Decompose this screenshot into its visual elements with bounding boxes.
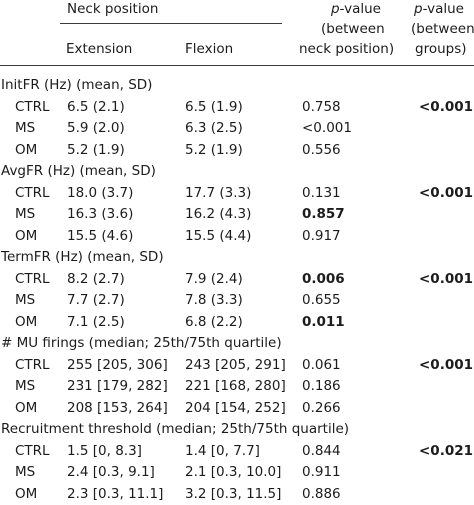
extension-value: 16.3 (3.6) — [67, 206, 134, 222]
extension-value: 7.1 (2.5) — [67, 313, 125, 330]
flexion-value: 204 [154, 252] — [185, 399, 286, 416]
p-value-neck: 0.758 — [302, 98, 341, 115]
flexion-value: 243 [205, 291] — [185, 356, 286, 373]
section-title: AvgFR (Hz) (mean, SD) — [1, 163, 156, 179]
p-value-groups: <0.001 — [419, 98, 474, 115]
neck-position-header: Neck position — [67, 1, 159, 17]
extension-value: 208 [153, 264] — [67, 399, 168, 416]
flexion-value: 7.8 (3.3) — [185, 292, 243, 308]
group-label: OM — [15, 227, 38, 244]
p-value-neck: 0.006 — [302, 270, 345, 287]
p-value-neck: 0.061 — [302, 356, 341, 373]
group-label: MS — [15, 120, 36, 136]
section-title: TermFR (Hz) (mean, SD) — [1, 249, 164, 265]
flexion-value: 6.3 (2.5) — [185, 120, 243, 136]
p-value-neck: 0.917 — [302, 227, 341, 244]
extension-header: Extension — [66, 41, 133, 57]
p-value-neck: 0.857 — [302, 206, 345, 222]
extension-value: 6.5 (2.1) — [67, 98, 125, 115]
group-label: CTRL — [15, 270, 50, 287]
extension-value: 2.4 [0.3, 9.1] — [67, 464, 155, 480]
extension-value: 2.3 [0.3, 11.1] — [67, 485, 164, 502]
p-value-neck: 0.556 — [302, 141, 341, 158]
flexion-value: 3.2 [0.3, 11.5] — [185, 485, 282, 502]
p-value-neck-header: p-value — [331, 1, 381, 17]
flexion-value: 15.5 (4.4) — [185, 227, 252, 244]
p-value-groups-header-line3: groups) — [415, 41, 467, 57]
group-label: OM — [15, 313, 38, 330]
group-label: CTRL — [15, 356, 50, 373]
extension-value: 231 [179, 282] — [67, 378, 168, 394]
p-value-neck-header-line3: neck position) — [299, 41, 395, 57]
extension-value: 7.7 (2.7) — [67, 292, 125, 308]
group-label: OM — [15, 485, 38, 502]
p-value-neck: 0.911 — [302, 464, 341, 480]
flexion-value: 7.9 (2.4) — [185, 270, 243, 287]
p-value-groups: <0.001 — [419, 184, 474, 201]
section-title: InitFR (Hz) (mean, SD) — [1, 77, 153, 93]
extension-value: 1.5 [0, 8.3] — [67, 442, 142, 459]
p-value-groups: <0.021 — [419, 442, 474, 459]
extension-value: 15.5 (4.6) — [67, 227, 134, 244]
p-value-neck: 0.186 — [302, 378, 341, 394]
p-value-neck: 0.844 — [302, 442, 341, 459]
flexion-value: 5.2 (1.9) — [185, 141, 243, 158]
extension-value: 18.0 (3.7) — [67, 184, 134, 201]
header-underline — [60, 23, 282, 24]
p-value-neck: 0.655 — [302, 292, 341, 308]
section-title: Recruitment threshold (median; 25th/75th… — [1, 421, 350, 437]
flexion-value: 2.1 [0.3, 10.0] — [185, 464, 282, 480]
p-value-groups: <0.001 — [419, 270, 474, 287]
p-value-groups-header: p-value — [414, 1, 464, 17]
flexion-value: 17.7 (3.3) — [185, 184, 252, 201]
section-title: # MU firings (median; 25th/75th quartile… — [1, 335, 282, 351]
group-label: CTRL — [15, 98, 50, 115]
group-label: CTRL — [15, 442, 50, 459]
flexion-value: 221 [168, 280] — [185, 378, 286, 394]
flexion-value: 6.8 (2.2) — [185, 313, 243, 330]
extension-value: 5.9 (2.0) — [67, 120, 125, 136]
group-label: CTRL — [15, 184, 50, 201]
group-label: MS — [15, 292, 36, 308]
group-label: MS — [15, 464, 36, 480]
flexion-value: 1.4 [0, 7.7] — [185, 442, 260, 459]
extension-value: 5.2 (1.9) — [67, 141, 125, 158]
p-value-neck: <0.001 — [302, 120, 352, 136]
flexion-value: 6.5 (1.9) — [185, 98, 243, 115]
p-value-neck: 0.011 — [302, 313, 345, 330]
header-divider — [0, 65, 474, 66]
p-value-neck-header-line2: (between — [321, 21, 385, 37]
flexion-value: 16.2 (4.3) — [185, 206, 252, 222]
extension-value: 8.2 (2.7) — [67, 270, 125, 287]
flexion-header: Flexion — [185, 41, 234, 57]
p-value-groups: <0.001 — [419, 356, 474, 373]
group-label: MS — [15, 378, 36, 394]
p-value-groups-header-line2: (between — [411, 21, 474, 37]
extension-value: 255 [205, 306] — [67, 356, 168, 373]
group-label: OM — [15, 399, 38, 416]
group-label: MS — [15, 206, 36, 222]
p-value-neck: 0.131 — [302, 184, 341, 201]
p-value-neck: 0.266 — [302, 399, 341, 416]
p-value-neck: 0.886 — [302, 485, 341, 502]
group-label: OM — [15, 141, 38, 158]
